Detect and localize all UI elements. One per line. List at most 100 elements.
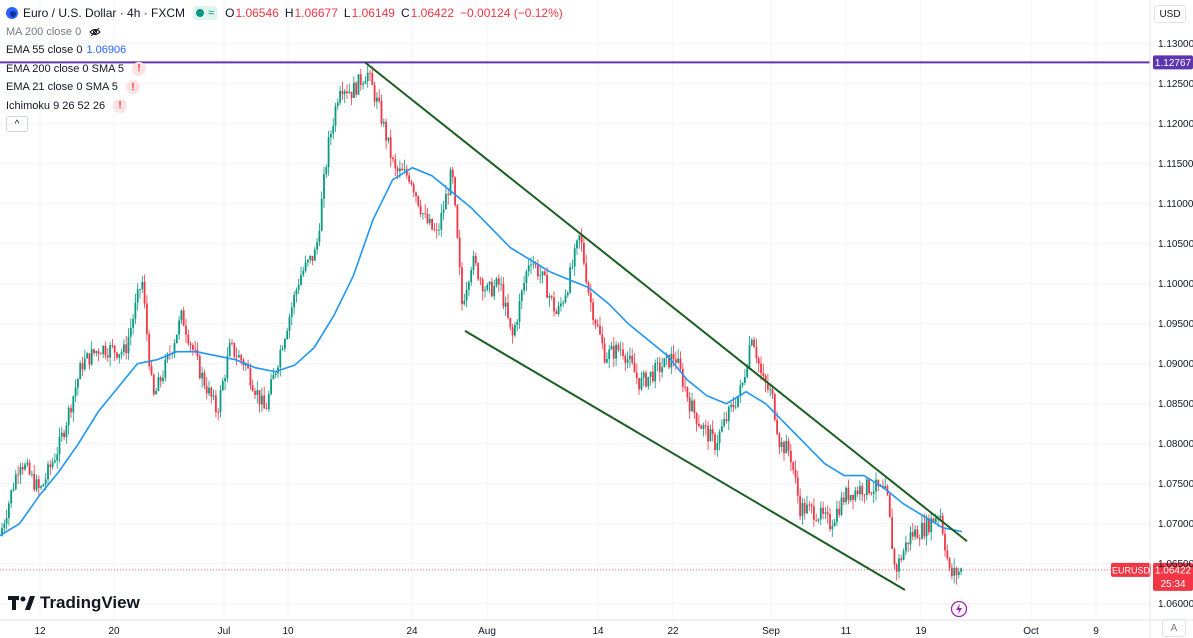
candle-body — [746, 367, 749, 378]
x-tick-label: 10 — [282, 626, 294, 637]
candle-body — [258, 390, 261, 405]
candle-body — [31, 473, 33, 475]
y-tick-label: 1.07500 — [1158, 479, 1193, 490]
candle-body — [422, 213, 424, 215]
market-status-pill[interactable]: ≈ — [193, 6, 218, 21]
candle-body — [215, 395, 217, 412]
candle-body — [327, 137, 330, 168]
indicator-row-ichimoku[interactable]: Ichimoku 9 26 52 26 ! — [6, 97, 569, 116]
x-tick-label: 20 — [108, 626, 120, 637]
candle-body — [100, 353, 102, 355]
candle-body — [139, 289, 141, 291]
candle-body — [688, 397, 691, 412]
candle-body — [704, 425, 707, 426]
candle-body — [5, 517, 8, 524]
ohlc-low-key: L — [343, 6, 351, 21]
candle-body — [718, 431, 721, 443]
candle-body — [33, 473, 36, 490]
candle-body — [497, 278, 500, 285]
candle-body — [553, 297, 555, 312]
candle-body — [307, 259, 309, 263]
candle-body — [189, 343, 192, 346]
candle-body — [518, 301, 521, 322]
candle-body — [93, 349, 95, 354]
candle-body — [930, 518, 933, 533]
lightning-icon[interactable] — [950, 600, 968, 618]
symbol-title[interactable]: Euro / U.S. Dollar · 4h · FXCM — [23, 6, 186, 21]
candle-body — [382, 121, 385, 124]
candle-body — [219, 390, 222, 413]
warning-icon[interactable]: ! — [125, 80, 140, 95]
candle-body — [730, 404, 732, 408]
candle-body — [865, 479, 868, 495]
candle-body — [143, 281, 146, 304]
candle-body — [157, 377, 160, 391]
indicator-row-ema200[interactable]: EMA 200 close 0 SMA 5 ! — [6, 60, 569, 79]
lower-trendline — [464, 330, 906, 591]
y-tick-label: 1.11000 — [1158, 199, 1193, 210]
x-tick-label: 14 — [592, 626, 604, 637]
candle-body — [461, 267, 463, 305]
price-change: −0.00124 (−0.12%) — [460, 6, 563, 21]
candle-body — [479, 279, 482, 281]
indicator-label: EMA 55 close 0 — [6, 44, 83, 57]
candle-body — [355, 82, 358, 95]
candle-body — [819, 507, 822, 520]
candle-body — [780, 442, 783, 447]
candle-body — [753, 339, 755, 348]
candle-body — [762, 373, 765, 376]
candle-body — [898, 558, 900, 572]
candle-body — [449, 169, 452, 196]
candle-body — [228, 342, 231, 357]
candle-body — [702, 425, 705, 429]
candle-body — [90, 349, 93, 365]
candle-body — [12, 488, 15, 491]
candle-body — [125, 344, 128, 354]
candle-body — [511, 327, 514, 336]
eye-hidden-icon[interactable] — [89, 26, 101, 38]
candle-body — [72, 396, 75, 413]
candle-body — [829, 514, 831, 530]
ohlc-high-value: 1.06677 — [294, 6, 338, 21]
candle-body — [928, 518, 930, 533]
candle-body — [477, 263, 479, 280]
indicator-row-ema55[interactable]: EMA 55 close 0 1.06906 — [6, 41, 569, 60]
candle-body — [95, 351, 98, 354]
candle-body — [249, 368, 252, 386]
candle-body — [97, 351, 100, 354]
candle-body — [564, 295, 567, 303]
indicator-row-ema21[interactable]: EMA 21 close 0 SMA 5 ! — [6, 78, 569, 97]
indicator-row-ma200[interactable]: MA 200 close 0 — [6, 23, 569, 42]
candle-body — [771, 389, 774, 394]
candle-body — [792, 462, 795, 470]
candle-body — [240, 355, 243, 361]
candle-body — [313, 249, 316, 261]
candle-body — [617, 344, 620, 351]
candle-body — [698, 423, 700, 426]
tradingview-logo[interactable]: TradingView — [8, 593, 140, 613]
warning-icon[interactable]: ! — [132, 61, 147, 76]
symbol-badge — [1111, 562, 1151, 577]
auto-scale-button[interactable]: A — [1162, 619, 1186, 637]
candle-body — [104, 346, 107, 356]
candle-body — [658, 362, 661, 373]
candle-body — [550, 295, 553, 298]
candle-body — [700, 425, 703, 429]
candle-body — [286, 330, 289, 339]
candle-body — [463, 300, 466, 305]
candle-body — [693, 400, 696, 413]
candle-body — [81, 363, 84, 370]
candle-body — [514, 324, 516, 336]
candle-body — [106, 355, 109, 358]
candle-body — [79, 363, 82, 380]
candle-body — [721, 426, 723, 432]
candle-body — [571, 266, 574, 268]
candle-body — [537, 263, 539, 277]
candle-body — [543, 271, 546, 275]
warning-icon[interactable]: ! — [113, 98, 128, 113]
currency-selector[interactable]: USD — [1154, 5, 1186, 23]
candle-body — [822, 507, 824, 514]
collapse-legend-button[interactable]: ^ — [6, 116, 28, 133]
